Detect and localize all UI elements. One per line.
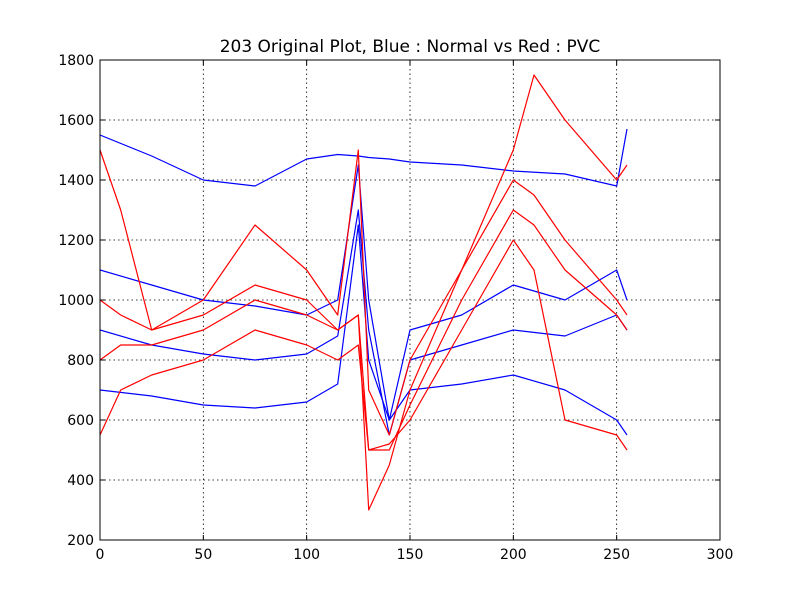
y-tick-label: 1400 <box>58 173 94 189</box>
chart-title: 203 Original Plot, Blue : Normal vs Red … <box>220 37 601 57</box>
x-tick-label: 100 <box>293 547 320 563</box>
y-tick-label: 600 <box>67 413 94 429</box>
x-tick-label: 0 <box>96 547 105 563</box>
ticks <box>99 59 721 541</box>
series-layer <box>100 74 628 511</box>
x-tick-labels: 0 50 100 150 200 250 300 <box>96 547 734 563</box>
series-line-0 <box>100 128 628 187</box>
series-line-3 <box>100 224 628 436</box>
y-tick-label: 1200 <box>58 233 94 249</box>
x-tick-label: 300 <box>707 547 734 563</box>
y-tick-label: 200 <box>67 533 94 549</box>
y-tick-label: 400 <box>67 473 94 489</box>
x-tick-label: 200 <box>500 547 527 563</box>
y-tick-label: 800 <box>67 353 94 369</box>
x-tick-label: 50 <box>194 547 212 563</box>
series-line-1 <box>100 164 628 421</box>
series-line-7 <box>100 239 628 451</box>
series-line-4 <box>100 74 628 436</box>
x-tick-label: 150 <box>397 547 424 563</box>
y-tick-label: 1000 <box>58 293 94 309</box>
x-tick-label: 250 <box>603 547 630 563</box>
y-tick-label: 1800 <box>58 53 94 69</box>
series-line-5 <box>100 179 628 511</box>
y-tick-label: 1600 <box>58 113 94 129</box>
y-tick-labels: 200 400 600 800 1000 1200 1400 1600 1800 <box>58 53 94 549</box>
